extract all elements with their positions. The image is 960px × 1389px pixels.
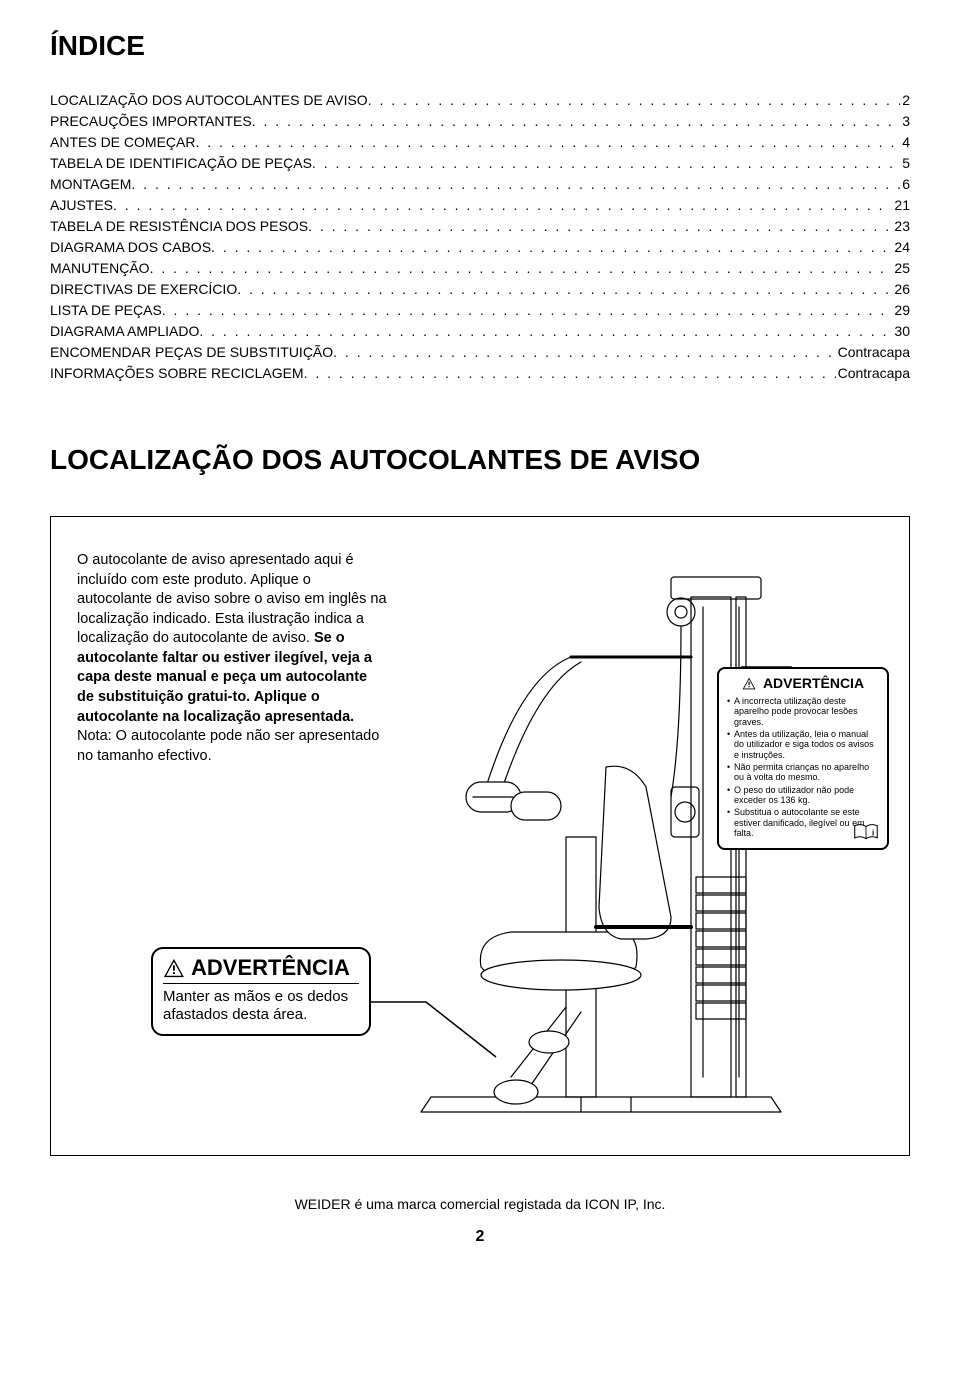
toc-entry: INFORMAÇÕES SOBRE RECICLAGEM . . . . . .… — [50, 363, 910, 384]
sticker-heading: ADVERTÊNCIA — [727, 675, 879, 693]
page-number: 2 — [50, 1228, 910, 1246]
sticker-bullet: Antes da utilização, leia o manual do ut… — [727, 729, 879, 760]
toc-label: MANUTENÇÃO — [50, 258, 150, 279]
toc-entry: DIAGRAMA AMPLIADO . . . . . . . . . . . … — [50, 321, 910, 342]
warning-callout-hands: ADVERTÊNCIA Manter as mãos e os dedos af… — [151, 947, 371, 1036]
sticker-bullet: O peso do utilizador não pode exceder os… — [727, 785, 879, 806]
toc-title: ÍNDICE — [50, 30, 910, 62]
toc-dots: . . . . . . . . . . . . . . . . . . . . … — [237, 279, 892, 300]
toc-label: PRECAUÇÕES IMPORTANTES — [50, 111, 252, 132]
toc-entry: MONTAGEM . . . . . . . . . . . . . . . .… — [50, 174, 910, 195]
toc-dots: . . . . . . . . . . . . . . . . . . . . … — [162, 300, 893, 321]
toc-label: ENCOMENDAR PEÇAS DE SUBSTITUIÇÃO — [50, 342, 333, 363]
svg-text:i: i — [872, 829, 874, 838]
intro-text-2: Nota: O autocolante pode não ser apresen… — [77, 728, 379, 764]
warning-message: Manter as mãos e os dedos afastados dest… — [163, 988, 359, 1024]
toc-entry: LOCALIZAÇÃO DOS AUTOCOLANTES DE AVISO . … — [50, 90, 910, 111]
toc-entry: ANTES DE COMEÇAR . . . . . . . . . . . .… — [50, 132, 910, 153]
toc-entry: DIRECTIVAS DE EXERCÍCIO . . . . . . . . … — [50, 279, 910, 300]
toc-entry: DIAGRAMA DOS CABOS . . . . . . . . . . .… — [50, 237, 910, 258]
sticker-bullet: Não permita crianças no aparelho ou à vo… — [727, 762, 879, 783]
toc-page: 5 — [900, 153, 910, 174]
toc-label: MONTAGEM — [50, 174, 131, 195]
toc-entry: TABELA DE IDENTIFICAÇÃO DE PEÇAS . . . .… — [50, 153, 910, 174]
toc-entry: ENCOMENDAR PEÇAS DE SUBSTITUIÇÃO . . . .… — [50, 342, 910, 363]
toc-label: DIRECTIVAS DE EXERCÍCIO — [50, 279, 237, 300]
toc-entry: AJUSTES . . . . . . . . . . . . . . . . … — [50, 195, 910, 216]
pointer-line-left — [366, 962, 516, 1082]
toc-dots: . . . . . . . . . . . . . . . . . . . . … — [252, 111, 900, 132]
toc-page: 24 — [892, 237, 910, 258]
toc-label: ANTES DE COMEÇAR — [50, 132, 195, 153]
toc-label: AJUSTES — [50, 195, 113, 216]
sticker-bullet: A incorrecta utilização deste aparelho p… — [727, 696, 879, 727]
toc-page: Contracapa — [836, 342, 910, 363]
warning-triangle-icon — [163, 958, 185, 978]
toc-list: LOCALIZAÇÃO DOS AUTOCOLANTES DE AVISO . … — [50, 90, 910, 384]
toc-page: 6 — [900, 174, 910, 195]
toc-page: 30 — [892, 321, 910, 342]
toc-page: 2 — [900, 90, 910, 111]
toc-page: 21 — [892, 195, 910, 216]
intro-paragraph: O autocolante de aviso apresentado aqui … — [77, 551, 387, 766]
footer-trademark: WEIDER é uma marca comercial registada d… — [50, 1196, 910, 1212]
warning-heading-text: ADVERTÊNCIA — [191, 955, 350, 981]
toc-entry: MANUTENÇÃO . . . . . . . . . . . . . . .… — [50, 258, 910, 279]
toc-page: 25 — [892, 258, 910, 279]
toc-dots: . . . . . . . . . . . . . . . . . . . . … — [312, 153, 900, 174]
warning-triangle-icon — [742, 677, 757, 690]
toc-label: TABELA DE IDENTIFICAÇÃO DE PEÇAS — [50, 153, 312, 174]
toc-dots: . . . . . . . . . . . . . . . . . . . . … — [150, 258, 893, 279]
toc-label: INFORMAÇÕES SOBRE RECICLAGEM — [50, 363, 304, 384]
toc-page: 26 — [892, 279, 910, 300]
toc-page: 4 — [900, 132, 910, 153]
toc-page: 29 — [892, 300, 910, 321]
toc-dots: . . . . . . . . . . . . . . . . . . . . … — [113, 195, 892, 216]
toc-dots: . . . . . . . . . . . . . . . . . . . . … — [211, 237, 892, 258]
toc-dots: . . . . . . . . . . . . . . . . . . . . … — [199, 321, 892, 342]
toc-label: DIAGRAMA DOS CABOS — [50, 237, 211, 258]
toc-entry: LISTA DE PEÇAS . . . . . . . . . . . . .… — [50, 300, 910, 321]
warning-heading: ADVERTÊNCIA — [163, 955, 359, 984]
toc-dots: . . . . . . . . . . . . . . . . . . . . … — [131, 174, 900, 195]
manual-book-icon: i — [853, 824, 879, 842]
toc-dots: . . . . . . . . . . . . . . . . . . . . … — [333, 342, 835, 363]
toc-page: 3 — [900, 111, 910, 132]
toc-dots: . . . . . . . . . . . . . . . . . . . . … — [304, 363, 836, 384]
toc-dots: . . . . . . . . . . . . . . . . . . . . … — [195, 132, 900, 153]
warning-sticker: ADVERTÊNCIA A incorrecta utilização dest… — [717, 667, 889, 850]
sticker-heading-text: ADVERTÊNCIA — [763, 675, 864, 691]
content-frame: O autocolante de aviso apresentado aqui … — [50, 516, 910, 1156]
toc-dots: . . . . . . . . . . . . . . . . . . . . … — [308, 216, 892, 237]
toc-entry: TABELA DE RESISTÊNCIA DOS PESOS . . . . … — [50, 216, 910, 237]
toc-label: TABELA DE RESISTÊNCIA DOS PESOS — [50, 216, 308, 237]
section-title: LOCALIZAÇÃO DOS AUTOCOLANTES DE AVISO — [50, 444, 910, 476]
toc-label: LOCALIZAÇÃO DOS AUTOCOLANTES DE AVISO — [50, 90, 368, 111]
toc-entry: PRECAUÇÕES IMPORTANTES . . . . . . . . .… — [50, 111, 910, 132]
toc-label: LISTA DE PEÇAS — [50, 300, 162, 321]
toc-page: Contracapa — [836, 363, 910, 384]
sticker-bullet-list: A incorrecta utilização deste aparelho p… — [727, 696, 879, 838]
toc-label: DIAGRAMA AMPLIADO — [50, 321, 199, 342]
toc-dots: . . . . . . . . . . . . . . . . . . . . … — [368, 90, 901, 111]
toc-page: 23 — [892, 216, 910, 237]
